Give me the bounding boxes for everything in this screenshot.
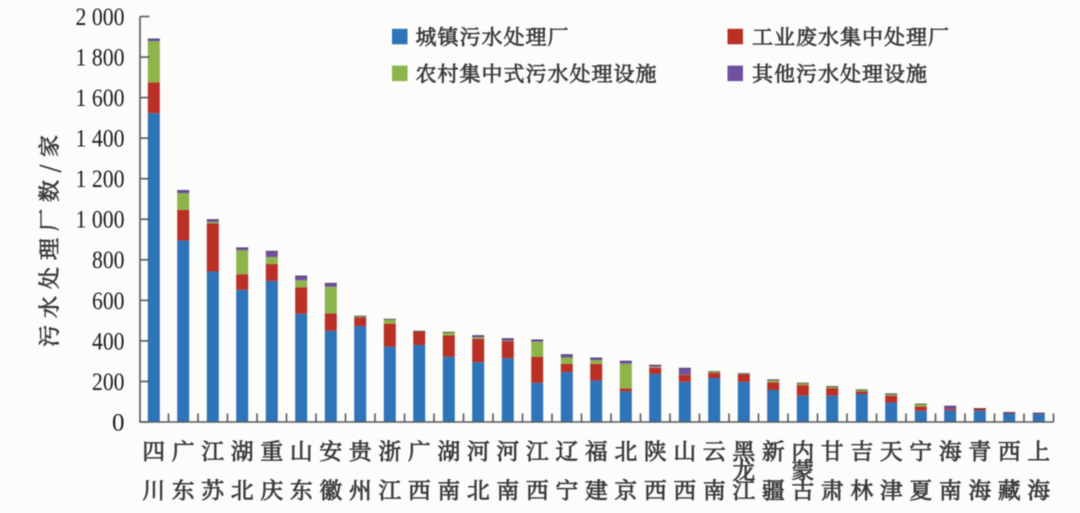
svg-text:1 800: 1 800 (76, 44, 125, 71)
svg-text:600: 600 (92, 288, 125, 315)
svg-text:800: 800 (92, 247, 125, 274)
svg-text:200: 200 (92, 369, 125, 396)
svg-text:1 200: 1 200 (76, 166, 125, 193)
svg-text:1 400: 1 400 (76, 126, 125, 153)
svg-text:2 000: 2 000 (76, 4, 125, 31)
svg-text:1 000: 1 000 (76, 207, 125, 234)
svg-text:1 600: 1 600 (76, 85, 125, 112)
svg-text:400: 400 (92, 328, 125, 355)
svg-text:0: 0 (112, 409, 125, 436)
